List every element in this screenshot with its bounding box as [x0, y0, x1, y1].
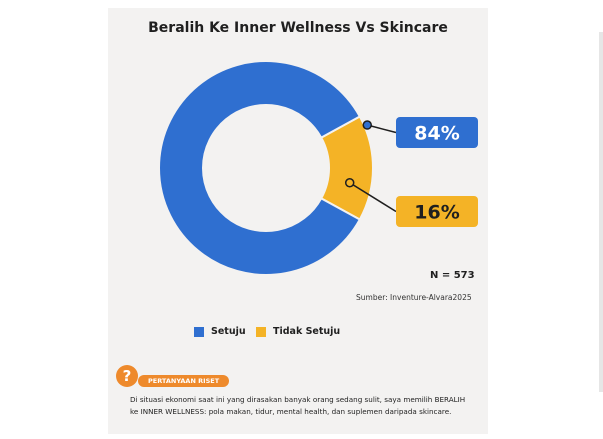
callout-line-0 — [367, 124, 397, 134]
research-question-tag: PERTANYAAN RISET — [138, 375, 230, 387]
callout-dot-0 — [362, 120, 373, 130]
question-icon: ? — [116, 365, 138, 387]
donut-chart: 84% 16% — [158, 60, 478, 276]
value-label-0: 84% — [414, 123, 459, 145]
legend-label-setuju: Setuju — [211, 326, 246, 337]
callout-line-1 — [349, 182, 397, 213]
donut-slice-setuju — [158, 60, 362, 276]
value-label-box-1 — [396, 196, 478, 227]
callout-dot-1 — [344, 178, 355, 188]
source-label: Sumber: Inventure-Alvara2025 — [356, 293, 472, 302]
legend-item-setuju: Setuju — [194, 326, 246, 337]
sample-size-label: N = 573 — [430, 270, 475, 281]
research-statement: Di situasi ekonomi saat ini yang dirasak… — [130, 395, 466, 416]
chart-card: Beralih Ke Inner Wellness Vs Skincare 84… — [108, 8, 488, 434]
window-edge — [599, 32, 603, 392]
legend-swatch-setuju — [194, 326, 204, 337]
value-label-1: 16% — [414, 202, 459, 224]
legend-item-tidak-setuju: Tidak Setuju — [256, 326, 340, 337]
value-label-box-0 — [396, 117, 478, 148]
legend-swatch-tidak-setuju — [256, 326, 266, 337]
chart-title: Beralih Ke Inner Wellness Vs Skincare — [148, 20, 448, 36]
legend-label-tidak-setuju: Tidak Setuju — [273, 326, 341, 337]
